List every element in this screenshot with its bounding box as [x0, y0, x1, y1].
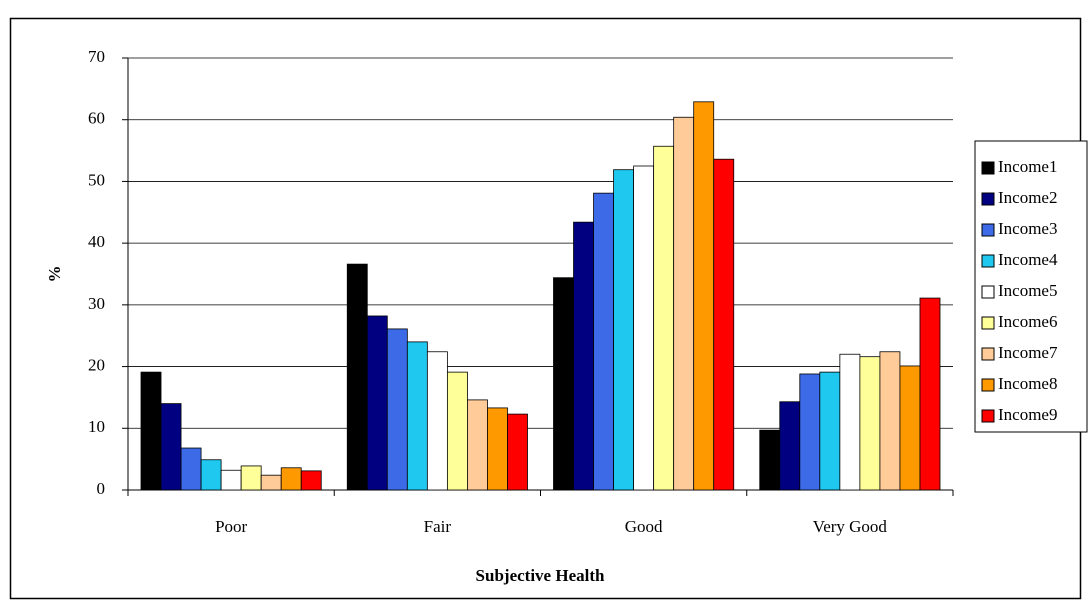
legend-swatch — [981, 378, 995, 392]
bar — [160, 403, 182, 491]
bar — [300, 470, 322, 491]
bar — [613, 169, 635, 491]
y-tick-label: 40 — [88, 232, 105, 251]
bar — [220, 469, 242, 491]
bar — [799, 373, 821, 491]
y-tick-label: 20 — [88, 355, 105, 374]
x-tick-label: Fair — [424, 517, 452, 536]
chart-border — [9, 17, 1082, 600]
bar — [426, 351, 448, 491]
bar — [260, 474, 282, 491]
bar — [759, 429, 781, 491]
legend-swatch — [981, 347, 995, 361]
legend-label: Income7 — [998, 343, 1058, 362]
bar — [653, 145, 675, 491]
bar — [240, 465, 262, 491]
legend-swatch — [981, 223, 995, 237]
x-tick-label: Good — [625, 517, 663, 536]
bar — [200, 459, 222, 491]
bar — [859, 356, 881, 491]
legend-label: Income8 — [998, 374, 1057, 393]
legend-label: Income6 — [998, 312, 1057, 331]
bar — [633, 165, 655, 491]
bar — [180, 447, 202, 491]
legend-swatch — [981, 161, 995, 175]
bar — [593, 192, 614, 491]
bar — [693, 101, 715, 491]
y-tick-label: 70 — [88, 47, 105, 66]
bar — [779, 401, 801, 491]
bar — [819, 371, 841, 491]
bar — [140, 371, 162, 491]
y-tick-label: 0 — [97, 479, 106, 498]
legend-label: Income4 — [998, 250, 1058, 269]
bar — [673, 116, 695, 491]
legend-label: Income2 — [998, 188, 1057, 207]
bar — [507, 413, 528, 491]
legend-swatch — [981, 192, 995, 206]
x-tick-label: Very Good — [813, 517, 888, 536]
bar — [280, 467, 302, 491]
bar — [346, 263, 368, 491]
legend-swatch — [981, 316, 995, 330]
bar — [553, 277, 574, 491]
bar — [899, 365, 921, 491]
bar — [487, 407, 508, 491]
legend-label: Income1 — [998, 157, 1057, 176]
bar — [467, 399, 488, 491]
legend-label: Income5 — [998, 281, 1057, 300]
y-tick-label: 60 — [88, 109, 105, 128]
bar — [406, 341, 428, 491]
legend-swatch — [981, 254, 995, 268]
y-axis-title: % — [45, 266, 64, 283]
y-tick-label: 30 — [88, 294, 105, 313]
bar — [713, 158, 735, 491]
bar — [386, 328, 408, 491]
bar — [839, 353, 861, 491]
y-tick-label: 50 — [88, 170, 105, 189]
legend-label: Income3 — [998, 219, 1057, 238]
x-axis-title: Subjective Health — [476, 566, 605, 585]
y-tick-label: 10 — [88, 417, 105, 436]
bar — [919, 297, 941, 491]
bar — [573, 221, 594, 491]
bar — [879, 351, 901, 491]
bar — [446, 371, 468, 491]
x-tick-label: Poor — [215, 517, 247, 536]
legend-swatch — [981, 285, 995, 299]
legend-label: Income9 — [998, 405, 1057, 424]
bar — [366, 315, 388, 491]
legend-swatch — [981, 409, 995, 423]
